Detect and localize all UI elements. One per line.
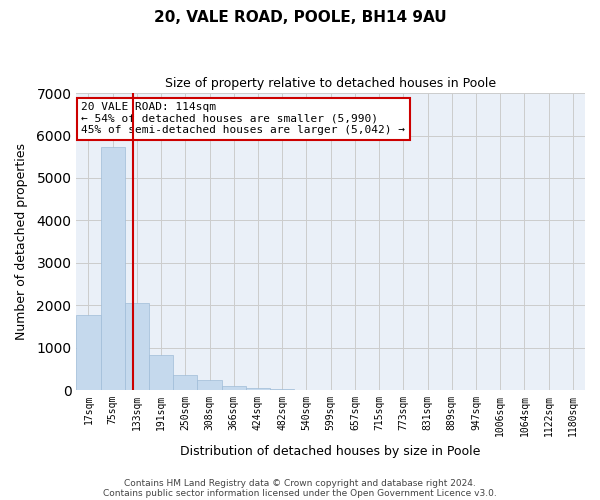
X-axis label: Distribution of detached houses by size in Poole: Distribution of detached houses by size … (181, 444, 481, 458)
Bar (149, 355, 173, 390)
Title: Size of property relative to detached houses in Poole: Size of property relative to detached ho… (165, 78, 496, 90)
Bar (101, 146, 125, 390)
Bar (197, 380, 221, 390)
Bar (125, 303, 149, 390)
Text: Contains HM Land Registry data © Crown copyright and database right 2024.: Contains HM Land Registry data © Crown c… (124, 478, 476, 488)
Y-axis label: Number of detached properties: Number of detached properties (15, 143, 28, 340)
Bar (76, 314, 101, 390)
Text: 20 VALE ROAD: 114sqm
← 54% of detached houses are smaller (5,990)
45% of semi-de: 20 VALE ROAD: 114sqm ← 54% of detached h… (82, 102, 406, 135)
Bar (270, 389, 295, 390)
Bar (221, 386, 246, 390)
Bar (173, 375, 197, 390)
Text: 20, VALE ROAD, POOLE, BH14 9AU: 20, VALE ROAD, POOLE, BH14 9AU (154, 10, 446, 25)
Text: Contains public sector information licensed under the Open Government Licence v3: Contains public sector information licen… (103, 488, 497, 498)
Bar (246, 388, 270, 390)
